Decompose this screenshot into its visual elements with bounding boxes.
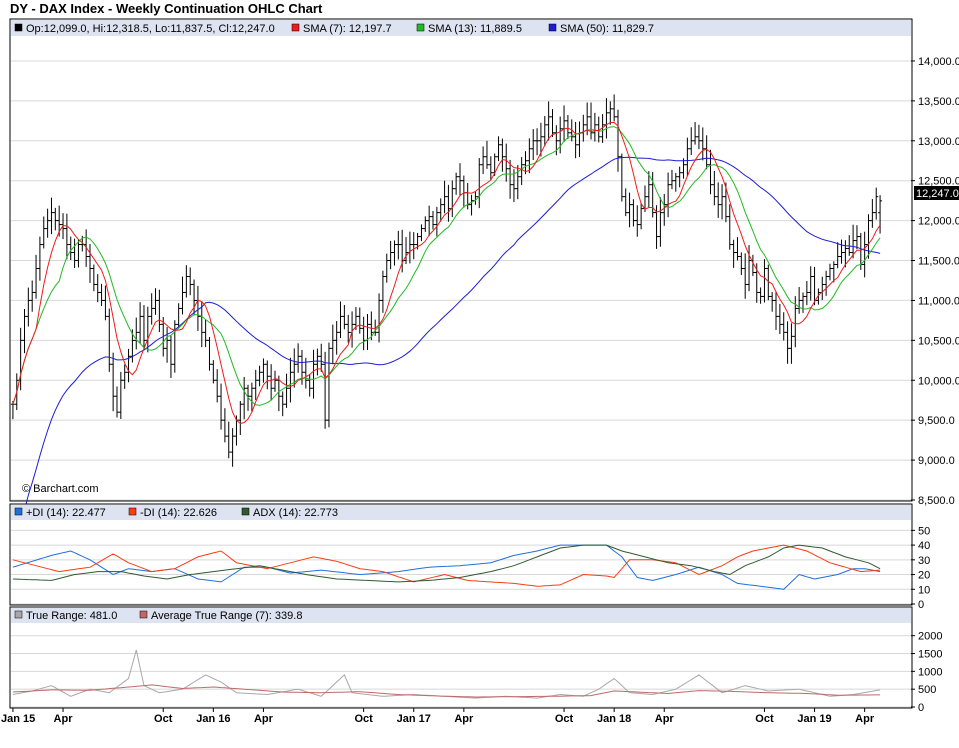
red-square-icon [128, 507, 137, 516]
red-square-icon [291, 23, 300, 32]
price-tick-label: 9,000.0 [918, 455, 955, 467]
dmi-panel-frame [9, 503, 913, 606]
black-square-icon [14, 23, 23, 32]
x-axis: Jan 15 Apr Oct Jan 16 Apr Oct Jan 17 Apr Oct Jan … [1, 708, 875, 725]
legend-entry: SMA (50): 11,829.7 [560, 23, 654, 35]
last-price-box [914, 186, 959, 200]
gray-square-icon [14, 610, 23, 619]
x-tick-label: Jan 15 [1, 713, 35, 725]
sub-tick-label: 30 [918, 555, 930, 567]
red-square-icon [139, 610, 148, 619]
x-tick-label: Apr [655, 713, 675, 725]
price-tick-label: 14,000.0 [918, 56, 959, 68]
blue-square-icon [548, 23, 557, 32]
series-line-3 [12, 544, 881, 583]
price-tick-label: 10,000.0 [918, 375, 959, 387]
sub-tick-label: 1500 [918, 649, 942, 661]
price-tick-label: 10,500.0 [918, 335, 959, 347]
price-tick-label: 8,500.0 [918, 495, 955, 507]
dmi-legend-bar [11, 505, 911, 520]
legend-entry: Average True Range (7): 339.8 [151, 610, 302, 622]
blue-square-icon [14, 507, 23, 516]
tr-lines [12, 649, 881, 699]
legend-entry: Op:12,099.0, Hi:12,318.5, Lo:11,837.5, C… [26, 23, 275, 35]
green-square-icon [416, 23, 425, 32]
green-square-icon [241, 507, 250, 516]
x-tick-label: Oct [755, 713, 774, 725]
dmi-lines [12, 544, 881, 590]
price-tick-label: 11,500.0 [918, 256, 959, 268]
x-tick-label: Jan 17 [397, 713, 431, 725]
price-y-axis: 8,500.0 9,000.0 9,500.0 10,000.0 10,500.0 11,… [911, 56, 959, 507]
series-line-2 [12, 684, 881, 698]
x-tick-label: Oct [154, 713, 173, 725]
price-gridlines [11, 60, 911, 501]
dmi-gridlines [11, 529, 911, 605]
sma-50-line [12, 156, 881, 565]
sub-tick-label: 20 [918, 570, 930, 582]
sub-tick-label: 10 [918, 584, 930, 596]
x-tick-label: Apr [855, 713, 875, 725]
x-tick-label: Oct [354, 713, 373, 725]
price-tick-label: 12,500.0 [918, 176, 959, 188]
x-tick-label: Apr [54, 713, 74, 725]
x-tick-label: Jan 18 [597, 713, 631, 725]
sub-tick-label: 0 [918, 702, 924, 714]
dmi-legend: +DI (14): 22.477 -DI (14): 22.626 ADX (14)… [14, 507, 338, 519]
dmi-y-axis: 0 10 20 30 40 50 [911, 525, 930, 611]
legend-entry: SMA (7): 12,197.7 [303, 23, 392, 35]
legend-entry: True Range: 481.0 [26, 610, 117, 622]
legend-entry: -DI (14): 22.626 [140, 507, 217, 519]
sub-tick-label: 40 [918, 540, 930, 552]
price-panel-frame [9, 18, 913, 502]
sub-tick-label: 500 [918, 684, 936, 696]
price-panel: 8,500.0 9,000.0 9,500.0 10,000.0 10,500.0 11,… [9, 18, 959, 565]
true-range-panel: 0 500 1000 1500 2000 True Range: 481.0 Averag… [9, 606, 942, 714]
sub-tick-label: 2000 [918, 631, 942, 643]
price-tick-label: 11,000.0 [918, 295, 959, 307]
price-tick-label: 12,000.0 [918, 216, 959, 228]
x-tick-label: Apr [454, 713, 474, 725]
sma-13-line [12, 126, 881, 406]
legend-entry: SMA (13): 11,889.5 [428, 23, 522, 35]
legend-entry: +DI (14): 22.477 [26, 507, 106, 519]
price-tick-label: 13,000.0 [918, 136, 959, 148]
tr-panel-frame [9, 606, 913, 709]
price-tick-label: 9,500.0 [918, 415, 955, 427]
price-legend: Op:12,099.0, Hi:12,318.5, Lo:11,837.5, C… [14, 23, 654, 35]
tr-legend-bar [11, 608, 911, 623]
chart-title: DY - DAX Index - Weekly Continuation OHL… [10, 1, 323, 16]
sub-tick-label: 0 [918, 599, 924, 611]
price-tick-label: 13,500.0 [918, 96, 959, 108]
tr-legend: True Range: 481.0 Average True Range (7):… [14, 610, 302, 622]
x-tick-label: Jan 19 [797, 713, 831, 725]
tr-y-axis: 0 500 1000 1500 2000 [911, 631, 942, 714]
legend-entry: ADX (14): 22.773 [253, 507, 338, 519]
x-tick-label: Oct [555, 713, 574, 725]
x-tick-label: Jan 16 [196, 713, 230, 725]
series-line-2 [12, 544, 881, 587]
dmi-panel: 0 10 20 30 40 50 +DI (14): 22.477 -DI (14): 22… [9, 503, 930, 611]
last-price-label: 12,247.0 [916, 188, 959, 200]
sub-tick-label: 1000 [918, 666, 942, 678]
sub-tick-label: 50 [918, 525, 930, 537]
sma-7-line [12, 122, 881, 425]
x-tick-label: Apr [254, 713, 274, 725]
copyright: © Barchart.com [22, 483, 99, 495]
price-legend-bar [11, 20, 911, 36]
